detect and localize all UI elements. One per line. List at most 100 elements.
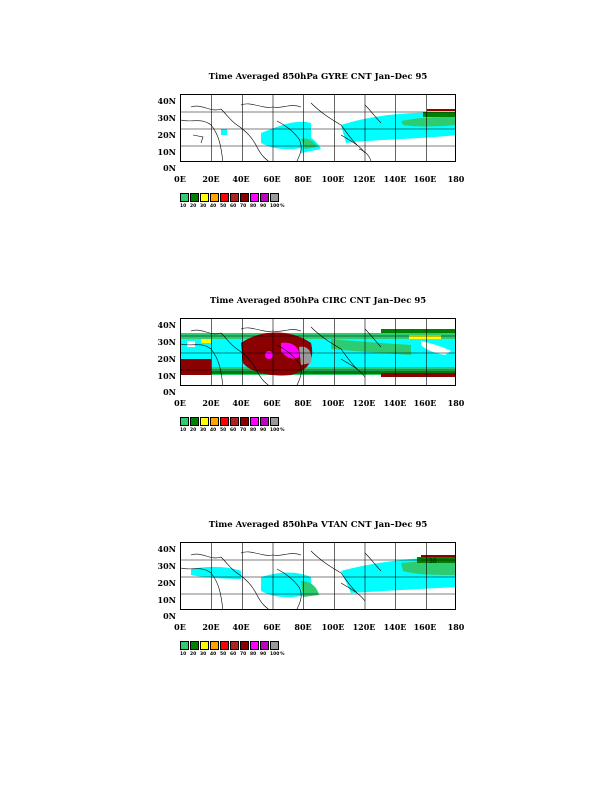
legend-swatch — [220, 641, 229, 650]
grid — [181, 543, 455, 609]
legend-label: 70 — [240, 204, 247, 209]
map-svg-circ — [181, 319, 455, 385]
legend-label: 20 — [190, 204, 197, 209]
legend-swatch — [250, 193, 259, 202]
fill-high — [423, 112, 455, 117]
legend-label: 40 — [210, 204, 217, 209]
legend-label: 100 — [270, 204, 280, 209]
legend-swatch — [270, 193, 279, 202]
legend-label: % — [280, 652, 285, 657]
lon-label: 20E — [202, 174, 220, 184]
legend-label: 80 — [250, 204, 257, 209]
legend-label: 40 — [210, 428, 217, 433]
legend-swatch — [250, 417, 259, 426]
lon-label: 120E — [352, 174, 376, 184]
fill-strong — [181, 332, 455, 377]
fill-gray — [299, 346, 312, 365]
lon-label: 160E — [413, 174, 437, 184]
map-vtan: 30 — [180, 542, 456, 610]
map-svg-gyre — [181, 95, 455, 161]
panel-title: Time Averaged 850hPa CIRC CNT Jan–Dec 95 — [209, 296, 427, 306]
legend-swatch — [260, 193, 269, 202]
panel-title: Time Averaged 850hPa VTAN CNT Jan–Dec 95 — [208, 520, 428, 530]
legend-swatch — [190, 193, 199, 202]
lat-label: 0N — [163, 387, 176, 397]
lon-label: 120E — [352, 622, 376, 632]
fill-strong — [421, 555, 455, 557]
lat-label: 40N — [157, 544, 176, 554]
legend-label: 20 — [190, 652, 197, 657]
lat-label: 20N — [157, 354, 176, 364]
legend-label: 80 — [250, 428, 257, 433]
legend-swatch — [200, 193, 209, 202]
lon-label: 180 — [447, 174, 465, 184]
legend-swatch — [250, 641, 259, 650]
lon-label: 0E — [174, 622, 186, 632]
legend-label: 50 — [220, 204, 227, 209]
lon-label: 180 — [447, 622, 465, 632]
legend-swatch — [230, 641, 239, 650]
grid — [181, 319, 455, 385]
lon-label: 160E — [413, 622, 437, 632]
legend-label: 50 — [220, 652, 227, 657]
lat-label: 0N — [163, 611, 176, 621]
lon-label: 60E — [263, 622, 281, 632]
legend-label: 10 — [180, 204, 187, 209]
legend-label: 40 — [210, 652, 217, 657]
lat-label: 20N — [157, 130, 176, 140]
legend-swatch — [220, 417, 229, 426]
legend-swatch — [180, 417, 189, 426]
fill-mid — [301, 561, 455, 597]
lon-label: 40E — [232, 622, 250, 632]
legend-label: 70 — [240, 428, 247, 433]
lat-label: 10N — [157, 371, 176, 381]
map-svg-vtan: 30 — [181, 543, 455, 609]
legend-swatch — [200, 641, 209, 650]
legend-label: 100 — [270, 428, 280, 433]
fill-white — [187, 341, 451, 355]
lon-label: 100E — [321, 622, 345, 632]
lon-label: 100E — [321, 174, 345, 184]
legend-label: 60 — [230, 428, 237, 433]
grid — [181, 95, 455, 161]
lat-label: 10N — [157, 595, 176, 605]
legend-swatch — [180, 193, 189, 202]
legend-label: % — [280, 428, 285, 433]
lon-label: 180 — [447, 398, 465, 408]
lon-label: 80E — [294, 398, 312, 408]
legend-label: 10 — [180, 428, 187, 433]
legend-label: 50 — [220, 428, 227, 433]
legend-swatch — [240, 641, 249, 650]
lon-label: 140E — [383, 398, 407, 408]
legend-swatch — [210, 417, 219, 426]
panel-gyre: Time Averaged 850hPa GYRE CNT Jan–Dec 95 — [0, 70, 612, 230]
lon-label: 20E — [202, 622, 220, 632]
lat-label: 30N — [157, 113, 176, 123]
map-circ — [180, 318, 456, 386]
lat-label: 40N — [157, 320, 176, 330]
legend-swatch — [220, 193, 229, 202]
legend-label: 30 — [200, 204, 207, 209]
legend-swatch — [270, 417, 279, 426]
contour-label: 30 — [429, 558, 437, 565]
fill-mid — [301, 117, 455, 149]
legend-swatch — [260, 641, 269, 650]
legend-swatch — [180, 641, 189, 650]
legend-label: 80 — [250, 652, 257, 657]
panel-circ: Time Averaged 850hPa CIRC CNT Jan–Dec 95 — [0, 294, 612, 454]
legend-label: 30 — [200, 428, 207, 433]
lon-label: 60E — [263, 174, 281, 184]
lon-label: 20E — [202, 398, 220, 408]
legend-label: 90 — [260, 652, 267, 657]
legend-swatch — [230, 193, 239, 202]
legend-swatch — [210, 193, 219, 202]
legend-swatch — [190, 417, 199, 426]
lon-label: 160E — [413, 398, 437, 408]
legend-swatch — [210, 641, 219, 650]
legend-label: 70 — [240, 652, 247, 657]
legend-swatch — [270, 641, 279, 650]
legend-label: 10 — [180, 652, 187, 657]
legend-label: % — [280, 204, 285, 209]
lat-label: 20N — [157, 578, 176, 588]
panel-vtan: Time Averaged 850hPa VTAN CNT Jan–Dec 95 — [0, 518, 612, 678]
